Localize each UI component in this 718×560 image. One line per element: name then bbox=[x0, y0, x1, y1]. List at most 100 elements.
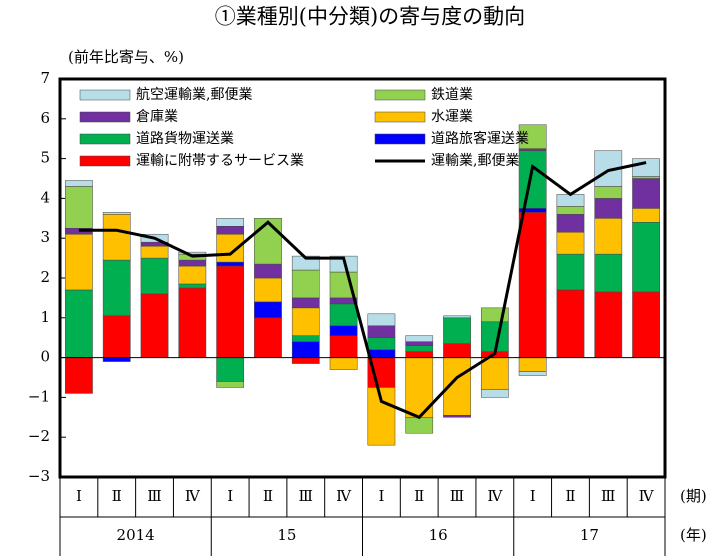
y-tick-label: 1 bbox=[40, 308, 50, 326]
legend-swatch bbox=[374, 133, 426, 145]
bar-segment bbox=[556, 194, 585, 207]
bar-segment bbox=[632, 222, 660, 293]
bar-segment bbox=[367, 349, 396, 358]
x-tick-label: Ⅰ bbox=[530, 487, 536, 505]
bar-segment bbox=[405, 417, 434, 434]
bar-segment bbox=[178, 283, 207, 289]
bar-segment bbox=[254, 263, 282, 279]
bar-segment bbox=[518, 212, 547, 358]
legend-label: 運輸に附帯するサービス業 bbox=[136, 153, 304, 169]
legend-label: 運輸業,郵便業 bbox=[431, 153, 519, 169]
bar-segment bbox=[254, 301, 282, 319]
legend-swatch bbox=[79, 89, 131, 101]
y-tick-label: −2 bbox=[28, 427, 50, 445]
bar-segment bbox=[518, 357, 547, 372]
bar-segment bbox=[367, 325, 396, 338]
bar-segment bbox=[556, 253, 585, 291]
bar-segment bbox=[556, 289, 585, 358]
bar-segment bbox=[65, 357, 93, 394]
bar-segment bbox=[65, 180, 93, 187]
legend-swatch bbox=[374, 111, 426, 123]
bar-segment bbox=[65, 233, 93, 291]
legend-label: 道路旅客運送業 bbox=[431, 130, 529, 147]
y-tick-label: 4 bbox=[40, 188, 50, 206]
bar-segment bbox=[443, 315, 471, 319]
year-label: 16 bbox=[429, 526, 448, 544]
total-line bbox=[78, 161, 647, 420]
bar-segment bbox=[594, 253, 623, 293]
bar-segment bbox=[367, 313, 396, 327]
y-tick-label: 6 bbox=[40, 109, 50, 127]
bar-segment bbox=[102, 259, 131, 317]
bar-segment bbox=[178, 259, 207, 267]
bar-segment bbox=[632, 178, 660, 209]
x-tick-label: Ⅳ bbox=[185, 487, 201, 505]
bar-segment bbox=[632, 176, 660, 179]
bar-segment bbox=[594, 186, 623, 199]
x-tick-label: Ⅱ bbox=[263, 487, 273, 505]
legend-label: 倉庫業 bbox=[136, 108, 178, 125]
x-tick-label: Ⅳ bbox=[336, 487, 352, 505]
bar-segment bbox=[367, 337, 396, 350]
bar-segment bbox=[216, 357, 245, 382]
bar-segment bbox=[102, 357, 131, 362]
bar-segment bbox=[102, 212, 131, 215]
year-label: 17 bbox=[580, 526, 599, 544]
legend-swatch bbox=[79, 111, 131, 123]
bar-segment bbox=[102, 214, 131, 261]
legend-label: 航空運輸業,郵便業 bbox=[136, 87, 252, 103]
bar-segment bbox=[140, 245, 169, 259]
bar-segment bbox=[102, 315, 131, 358]
bar-segment bbox=[291, 307, 320, 336]
bar-segment bbox=[291, 335, 320, 342]
bar-segment bbox=[443, 317, 471, 344]
bar-segment bbox=[216, 261, 245, 267]
y-tick-label: 2 bbox=[40, 268, 50, 286]
x-tick-label: Ⅰ bbox=[378, 487, 384, 505]
y-tick-label: 7 bbox=[40, 69, 50, 87]
bar-segment bbox=[518, 148, 547, 151]
bar-segment bbox=[480, 357, 509, 390]
bar-segment bbox=[216, 265, 245, 358]
bar-segment bbox=[329, 303, 358, 327]
bar-segment bbox=[594, 218, 623, 255]
x-tick-label: Ⅰ bbox=[76, 487, 82, 505]
y-tick-label: 0 bbox=[40, 348, 50, 366]
bar-segment bbox=[254, 218, 282, 265]
bar-segment bbox=[556, 231, 585, 255]
x-tick-label: Ⅱ bbox=[414, 487, 424, 505]
x-tick-label: Ⅲ bbox=[299, 487, 313, 505]
bar-segment bbox=[405, 335, 434, 342]
x-unit-label: (期) bbox=[680, 487, 707, 505]
y-tick-label: −1 bbox=[28, 387, 50, 405]
bar-segment bbox=[329, 335, 358, 358]
y-axis-label: (前年比寄与、%) bbox=[68, 48, 184, 66]
legend-swatch bbox=[374, 89, 426, 101]
bar-segment bbox=[254, 277, 282, 303]
bar-segment bbox=[405, 351, 434, 358]
bar-segment bbox=[140, 293, 169, 358]
bar-segment bbox=[178, 251, 207, 255]
x-tick-label: Ⅳ bbox=[487, 487, 503, 505]
y-tick-label: −3 bbox=[28, 467, 50, 485]
y-tick-label: 3 bbox=[40, 228, 50, 246]
bar-segment bbox=[291, 341, 320, 358]
bar-segment bbox=[518, 371, 547, 376]
bar-segment bbox=[443, 343, 471, 358]
bar-segment bbox=[178, 287, 207, 358]
bar-segment bbox=[518, 124, 547, 149]
bar-segment bbox=[140, 257, 169, 295]
bar-segment bbox=[405, 341, 434, 346]
bar-segment bbox=[632, 291, 660, 358]
year-unit-label: (年) bbox=[680, 526, 707, 544]
bar-segment bbox=[518, 150, 547, 209]
bar-segment bbox=[216, 381, 245, 388]
bar-segment bbox=[329, 357, 358, 370]
x-tick-label: Ⅲ bbox=[147, 487, 161, 505]
bar-segment bbox=[216, 218, 245, 227]
bar-segment bbox=[65, 186, 93, 229]
bar-segment bbox=[291, 357, 320, 364]
bar-segment bbox=[594, 291, 623, 358]
bar-segment bbox=[594, 198, 623, 219]
